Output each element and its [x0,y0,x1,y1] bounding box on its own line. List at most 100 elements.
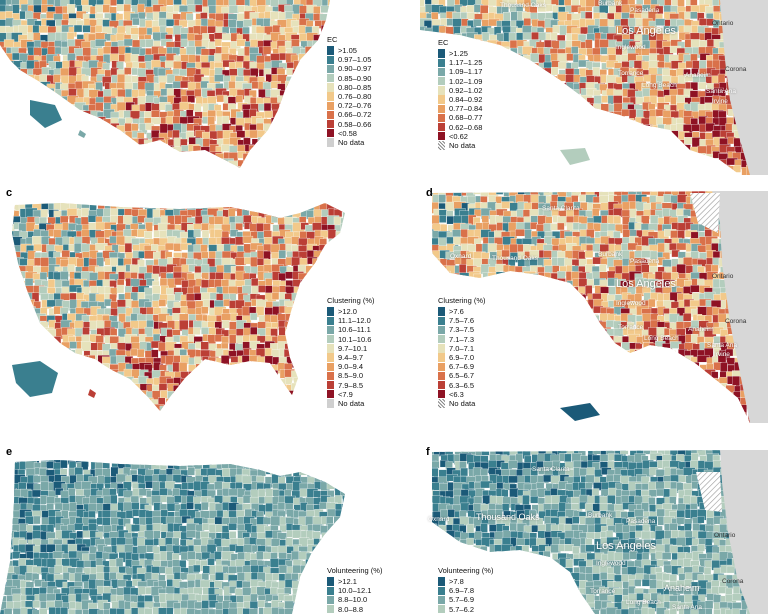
region-cell [12,307,22,316]
region-cell [271,203,284,204]
region-cell [60,215,69,224]
region-cell [102,158,110,168]
region-cell [286,390,296,401]
region-cell [362,151,371,160]
legend-item: No data [327,138,371,147]
region-cell [314,116,322,125]
region-cell [209,370,222,382]
region-cell [349,245,359,252]
region-cell [272,419,284,423]
legend-swatch [438,141,445,150]
region-cell [377,194,387,205]
region-cell [369,232,379,243]
region-cell [495,191,504,195]
region-cell [117,413,128,422]
region-cell [258,369,267,379]
region-cell [342,208,345,219]
region-cell [167,420,175,423]
region-cell [80,341,92,352]
region-cell [139,405,149,411]
region-cell [370,421,381,423]
region-cell [277,95,290,103]
region-cell [271,188,282,197]
region-cell [188,158,198,168]
region-cell [111,183,120,190]
region-cell [406,384,410,395]
region-cell [117,145,129,157]
region-cell [376,13,384,24]
region-cell [195,363,206,376]
region-cell [336,27,344,34]
region-cell [732,183,742,190]
region-cell [335,166,344,173]
region-cell [369,218,381,228]
region-cell [186,420,197,423]
region-cell [355,201,365,209]
region-cell [235,370,245,378]
region-cell [357,183,368,190]
region-cell [196,183,204,189]
region-cell [172,47,181,55]
region-cell [12,333,16,344]
region-cell [88,354,96,365]
region-cell [399,217,406,228]
region-cell [399,251,406,260]
region-cell [399,313,407,321]
region-cell [18,125,27,137]
region-cell [67,404,77,411]
region-cell [621,26,630,35]
region-cell [195,4,203,13]
region-cell [207,183,215,191]
region-cell [403,301,410,312]
region-cell [173,398,184,406]
region-cell [398,246,405,255]
region-cell [291,76,304,89]
legend-swatch [327,129,334,138]
region-cell [54,413,61,421]
region-cell [55,419,67,423]
region-cell [369,188,379,198]
region-cell [383,216,395,226]
region-cell [539,183,551,189]
region-cell [378,54,389,61]
region-cell [214,188,221,199]
region-cell [325,151,330,161]
region-cell [340,203,345,209]
region-cell [319,273,329,283]
region-cell [250,165,262,168]
region-cell [195,392,208,404]
region-cell [12,376,14,388]
region-cell [571,46,579,54]
region-cell [307,53,318,66]
region-cell [334,278,342,289]
region-cell [215,413,225,423]
region-cell [355,12,367,23]
region-cell [376,217,387,224]
region-cell [383,42,392,52]
region-cell [376,203,383,213]
region-cell [194,377,206,386]
region-cell [207,390,219,400]
region-cell [375,103,384,111]
city-label-thousand-oaks: Thousand Oaks [500,2,546,9]
region-cell [313,287,322,295]
region-cell [250,188,261,195]
region-cell [67,117,78,127]
region-cell [167,183,179,190]
region-cell [189,188,201,197]
region-cell [307,328,320,338]
region-cell [26,350,39,361]
hawaii-shape-c [88,389,96,398]
region-cell [181,165,190,168]
region-cell [102,62,110,71]
region-cell [0,209,10,216]
region-cell [377,378,386,386]
region-cell [123,215,133,225]
region-cell [312,139,323,148]
city-label-los-angeles: Los Angeles [616,25,676,37]
region-cell [109,421,119,423]
region-cell [5,419,12,423]
region-cell [104,412,114,419]
region-cell [153,421,164,423]
region-cell [188,166,201,168]
